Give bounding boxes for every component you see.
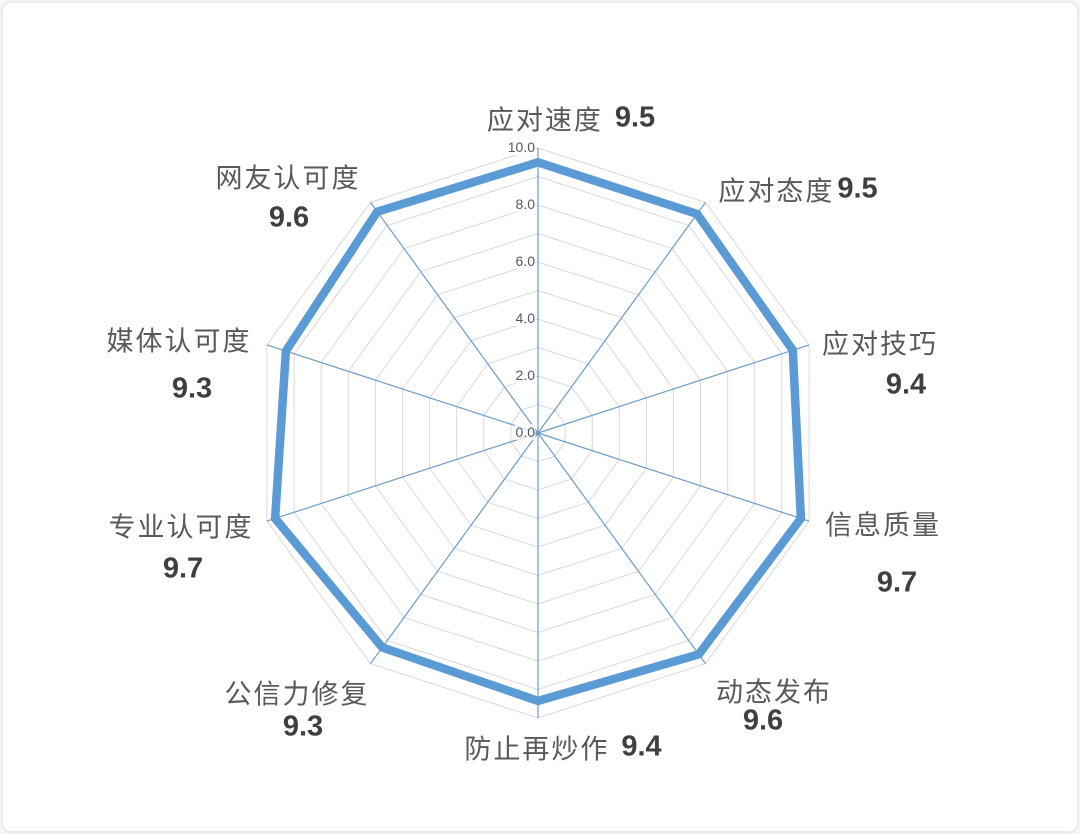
category-value: 9.4 [885,368,927,401]
category-label-group: 应对态度 9.5 [718,170,877,209]
category-value: 9.4 [621,730,662,763]
category-label-group: 应对速度 9.5 [487,99,655,138]
axis-spoke [370,202,539,434]
axis-tick-label: 4.0 [514,310,536,326]
category-label: 信息质量 [825,510,941,541]
axis-spoke [537,432,706,664]
category-label: 防止再炒作 [464,734,610,765]
axis-spoke [537,344,810,434]
axis-tick-label: 0.0 [514,424,536,440]
axis-tick-label: 10.0 [506,139,536,155]
category-label: 公信力修复 [224,679,370,710]
axis-tick-label: 6.0 [514,253,536,269]
axis-tick-label: 8.0 [514,196,536,212]
category-value: 9.3 [171,372,213,405]
axis-spoke [537,432,810,522]
axis-spoke [370,432,539,664]
category-value: 9.5 [837,172,878,205]
axis-tick-label: 2.0 [514,367,536,383]
radar-chart: 0.0 2.0 4.0 6.0 8.0 10.0 应对速度 9.5 应对态度 9.5 应对技巧 9.4… [3,3,1077,831]
category-label: 媒体认可度 [106,326,252,357]
category-label: 网友认可度 [215,163,361,194]
category-label-group: 防止再炒作 9.4 [464,728,661,767]
category-value: 9.7 [876,566,918,599]
category-label: 应对速度 [486,105,603,136]
category-value: 9.3 [282,710,324,743]
category-label: 应对技巧 [822,329,938,360]
category-value: 9.6 [742,704,784,737]
radar-plot [266,147,810,719]
category-label: 专业认可度 [108,512,254,543]
category-value: 9.5 [614,101,656,134]
axis-spoke [266,432,539,522]
category-label: 动态发布 [716,677,832,708]
category-value: 9.7 [162,552,204,585]
grid-spokes [266,148,810,718]
category-value: 9.6 [268,201,310,234]
data-series-polygon [270,157,806,706]
axis-spoke [537,202,706,434]
category-label: 应对态度 [718,176,835,207]
axis-spoke [266,344,539,434]
